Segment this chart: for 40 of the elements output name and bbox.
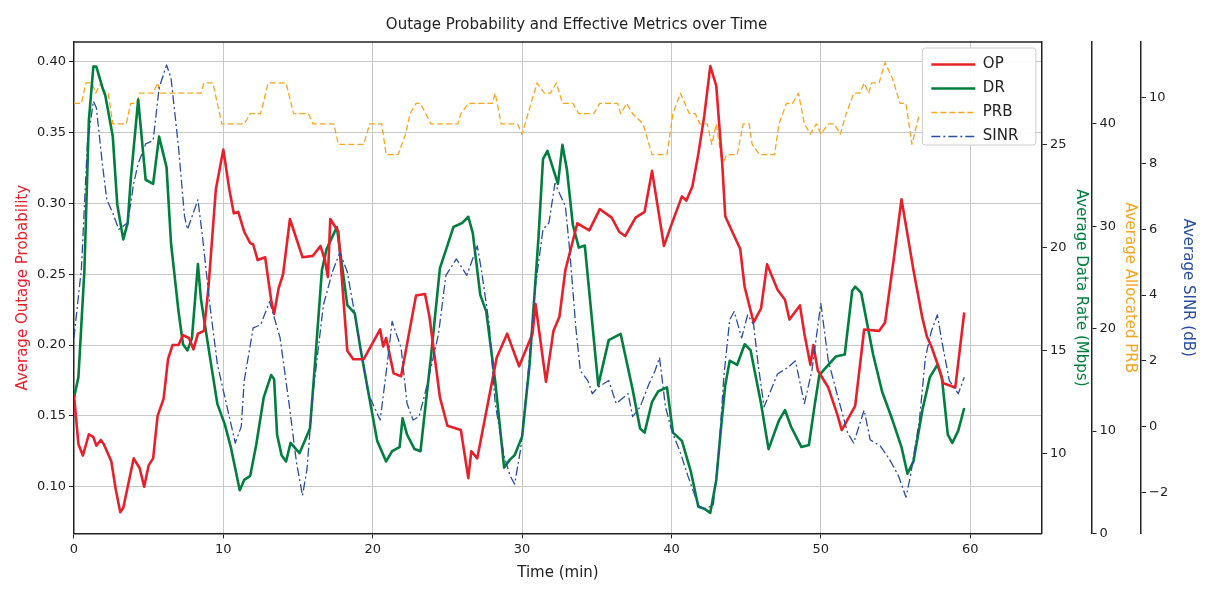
x-tick-label: 30: [513, 540, 531, 556]
y3-tick-label: 30: [1099, 217, 1116, 233]
y-tick-label: 4: [1149, 286, 1158, 302]
y3-axis-title: Average Allocated PRB: [1122, 202, 1141, 374]
y-tick-label: 0.35: [36, 124, 66, 140]
y3-tick-label: 0: [1099, 524, 1108, 540]
x-axis-title: Time (min): [516, 562, 599, 581]
y-tick-label: 0: [1149, 417, 1158, 433]
y2-tick-label: 20: [1049, 238, 1067, 254]
x-tick-label: 10: [215, 540, 232, 556]
y-tick-label: 0.40: [36, 53, 66, 69]
y2-tick-label: 10: [1049, 444, 1067, 460]
y-tick-label: 0.10: [36, 478, 66, 494]
x-tick-label: 50: [812, 540, 830, 556]
x-tick-label: 60: [961, 540, 979, 556]
x-tick-label: 20: [364, 540, 381, 556]
y-axis-title: Average SINR (dB): [1180, 218, 1199, 357]
y3-tick-label: 10: [1099, 422, 1116, 438]
legend-label: PRB: [982, 102, 1013, 121]
x-tick-label: 40: [663, 540, 680, 556]
y-tick-label: 0.20: [36, 336, 66, 352]
y-tick-label: 0.15: [36, 407, 66, 423]
legend-label: OP: [982, 54, 1004, 73]
y-tick-label: 0.30: [36, 194, 66, 210]
chart-title: Outage Probability and Effective Metrics over Time: [385, 14, 768, 33]
text: SINR: [982, 126, 1019, 145]
y3-tick-label: 40: [1099, 115, 1116, 131]
y-tick-label: 10: [1149, 89, 1166, 105]
y-tick-label: 8: [1149, 154, 1158, 170]
y2-tick-label: 15: [1049, 341, 1067, 357]
y2-axis-title: Average Data Rate (Mbps): [1072, 188, 1091, 387]
y-axis-title: Average Outage Probability: [12, 184, 31, 391]
y-tick-label: 0.25: [36, 265, 66, 281]
y2-tick-label: 25: [1049, 136, 1067, 152]
x-tick-label: 0: [69, 540, 79, 556]
y-tick-label: −2: [1149, 483, 1169, 499]
legend-label: DR: [982, 78, 1005, 97]
y-tick-label: 6: [1149, 220, 1158, 236]
y-tick-label: 2: [1149, 352, 1158, 368]
y3-tick-label: 20: [1099, 320, 1116, 336]
